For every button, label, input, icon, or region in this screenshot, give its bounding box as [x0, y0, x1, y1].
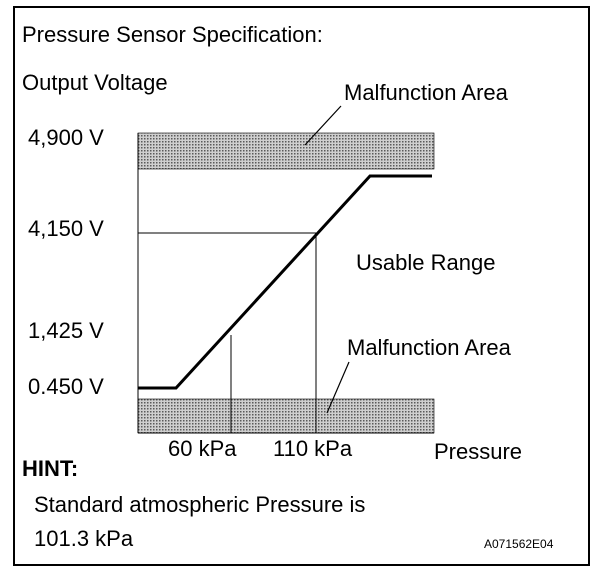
malfunction-area-top-band	[137, 132, 435, 170]
hint-line-2: 101.3 kPa	[34, 526, 134, 551]
figure-title: Pressure Sensor Specification:	[22, 22, 323, 47]
x-tick-110kpa: 110 kPa	[273, 436, 353, 461]
hint-title: HINT:	[22, 456, 79, 481]
x-tick-60kpa: 60 kPa	[168, 436, 237, 461]
x-axis-label: Pressure	[434, 439, 523, 464]
y-tick-4900: 4,900 V	[28, 125, 104, 150]
figure-code: A071562E04	[484, 537, 554, 551]
output-characteristic-curve	[138, 174, 432, 390]
y-tick-4150: 4,150 V	[28, 216, 104, 241]
y-tick-0450: 0.450 V	[28, 374, 104, 399]
malfunction-area-top-label: Malfunction Area	[344, 80, 508, 105]
callout-top-pointer	[304, 105, 342, 146]
callout-bottom-pointer	[326, 361, 350, 414]
y-tick-1425: 1,425 V	[28, 318, 104, 343]
hint-line-1: Standard atmospheric Pressure is	[34, 492, 366, 517]
malfunction-area-bottom-band	[137, 398, 435, 434]
malfunction-area-bottom-label: Malfunction Area	[347, 335, 511, 360]
figure-frame	[13, 6, 590, 566]
usable-range-label: Usable Range	[356, 250, 496, 275]
y-axis-label: Output Voltage	[22, 70, 168, 95]
